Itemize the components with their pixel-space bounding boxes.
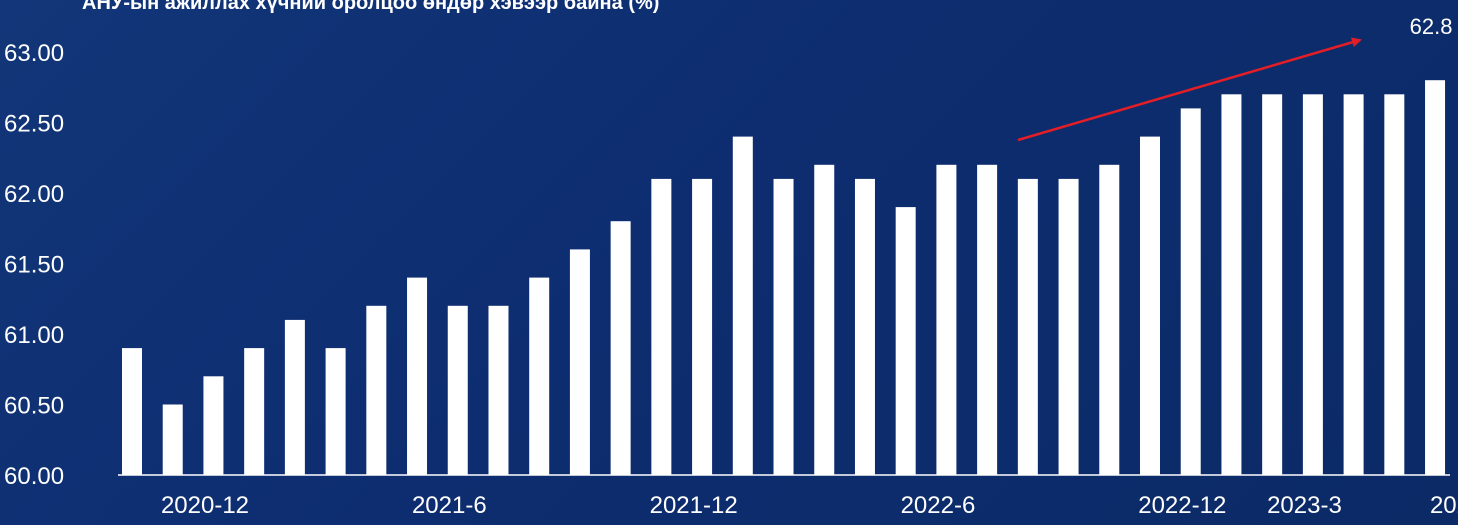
- y-axis-ticks: 60.00 60.50 61.00 61.50 62.00 62.50 63.00: [4, 40, 64, 490]
- bar-2021-2: [203, 376, 224, 475]
- chart-title: АНУ-ын ажиллах хүчний оролцоо өндөр хэвэ…: [82, 0, 660, 14]
- bar-2021-10: [529, 277, 550, 475]
- x-tick-label: 2021-12: [650, 492, 738, 519]
- bar-2023-1: [1140, 136, 1160, 475]
- y-tick-label: 60.00: [4, 463, 64, 490]
- y-tick-label: 63.00: [4, 40, 64, 67]
- x-tick-label: 2023-7: [1430, 492, 1458, 519]
- bar-2022-6: [854, 178, 875, 475]
- x-tick-label: 2023-3: [1267, 492, 1342, 519]
- x-tick-label: 2022-6: [901, 492, 976, 519]
- bar-2021-11: [569, 249, 590, 475]
- bar-2021-7: [407, 277, 428, 475]
- bar-2022-11: [1058, 178, 1079, 475]
- x-tick-label: 2022-12: [1138, 492, 1226, 519]
- bar-2023-8: [1425, 80, 1446, 475]
- bar-2021-6: [366, 305, 387, 475]
- y-tick-label: 62.50: [4, 111, 64, 138]
- bar-2022-12: [1099, 164, 1120, 476]
- bar-2023-6: [1343, 94, 1364, 476]
- bar-2021-3: [244, 348, 265, 475]
- bar-2021-8: [447, 305, 468, 475]
- bar-2021-5: [325, 348, 346, 475]
- data-labels: 62.8: [1410, 14, 1453, 39]
- y-tick-label: 61.50: [4, 252, 64, 279]
- data-label: 62.8: [1410, 14, 1453, 39]
- bar-2022-5: [814, 164, 835, 476]
- x-tick-label: 2021-6: [412, 492, 487, 519]
- x-tick-label: 2020-12: [161, 492, 249, 519]
- bar-2022-10: [1017, 178, 1038, 475]
- bar-2023-2: [1180, 108, 1201, 476]
- bar-2023-4: [1262, 94, 1283, 476]
- bar-2021-9: [488, 305, 509, 475]
- bar-2023-5: [1302, 94, 1323, 476]
- bar-2022-4: [773, 178, 794, 475]
- bar-2023-7: [1384, 94, 1405, 476]
- bar-2021-4: [284, 319, 305, 475]
- bar-2023-3: [1221, 94, 1242, 476]
- bar-2022-1: [651, 178, 672, 475]
- bar-2022-3: [732, 136, 753, 475]
- bar-2020-12: [122, 348, 142, 475]
- y-tick-label: 61.00: [4, 322, 64, 349]
- trend-arrow: [1017, 37, 1362, 142]
- bars: [122, 80, 1446, 476]
- y-tick-label: 62.00: [4, 181, 64, 208]
- bar-2022-2: [692, 178, 713, 475]
- bar-2021-12: [610, 221, 631, 475]
- x-axis-ticks: 2020-12 2021-6 2021-12 2022-6 2022-12 2023-3 2…: [161, 492, 1458, 519]
- y-tick-label: 60.50: [4, 393, 64, 420]
- bar-2021-1: [162, 404, 183, 475]
- bar-2022-7: [895, 207, 916, 475]
- bar-2022-9: [977, 164, 998, 476]
- bar-2022-8: [936, 164, 957, 476]
